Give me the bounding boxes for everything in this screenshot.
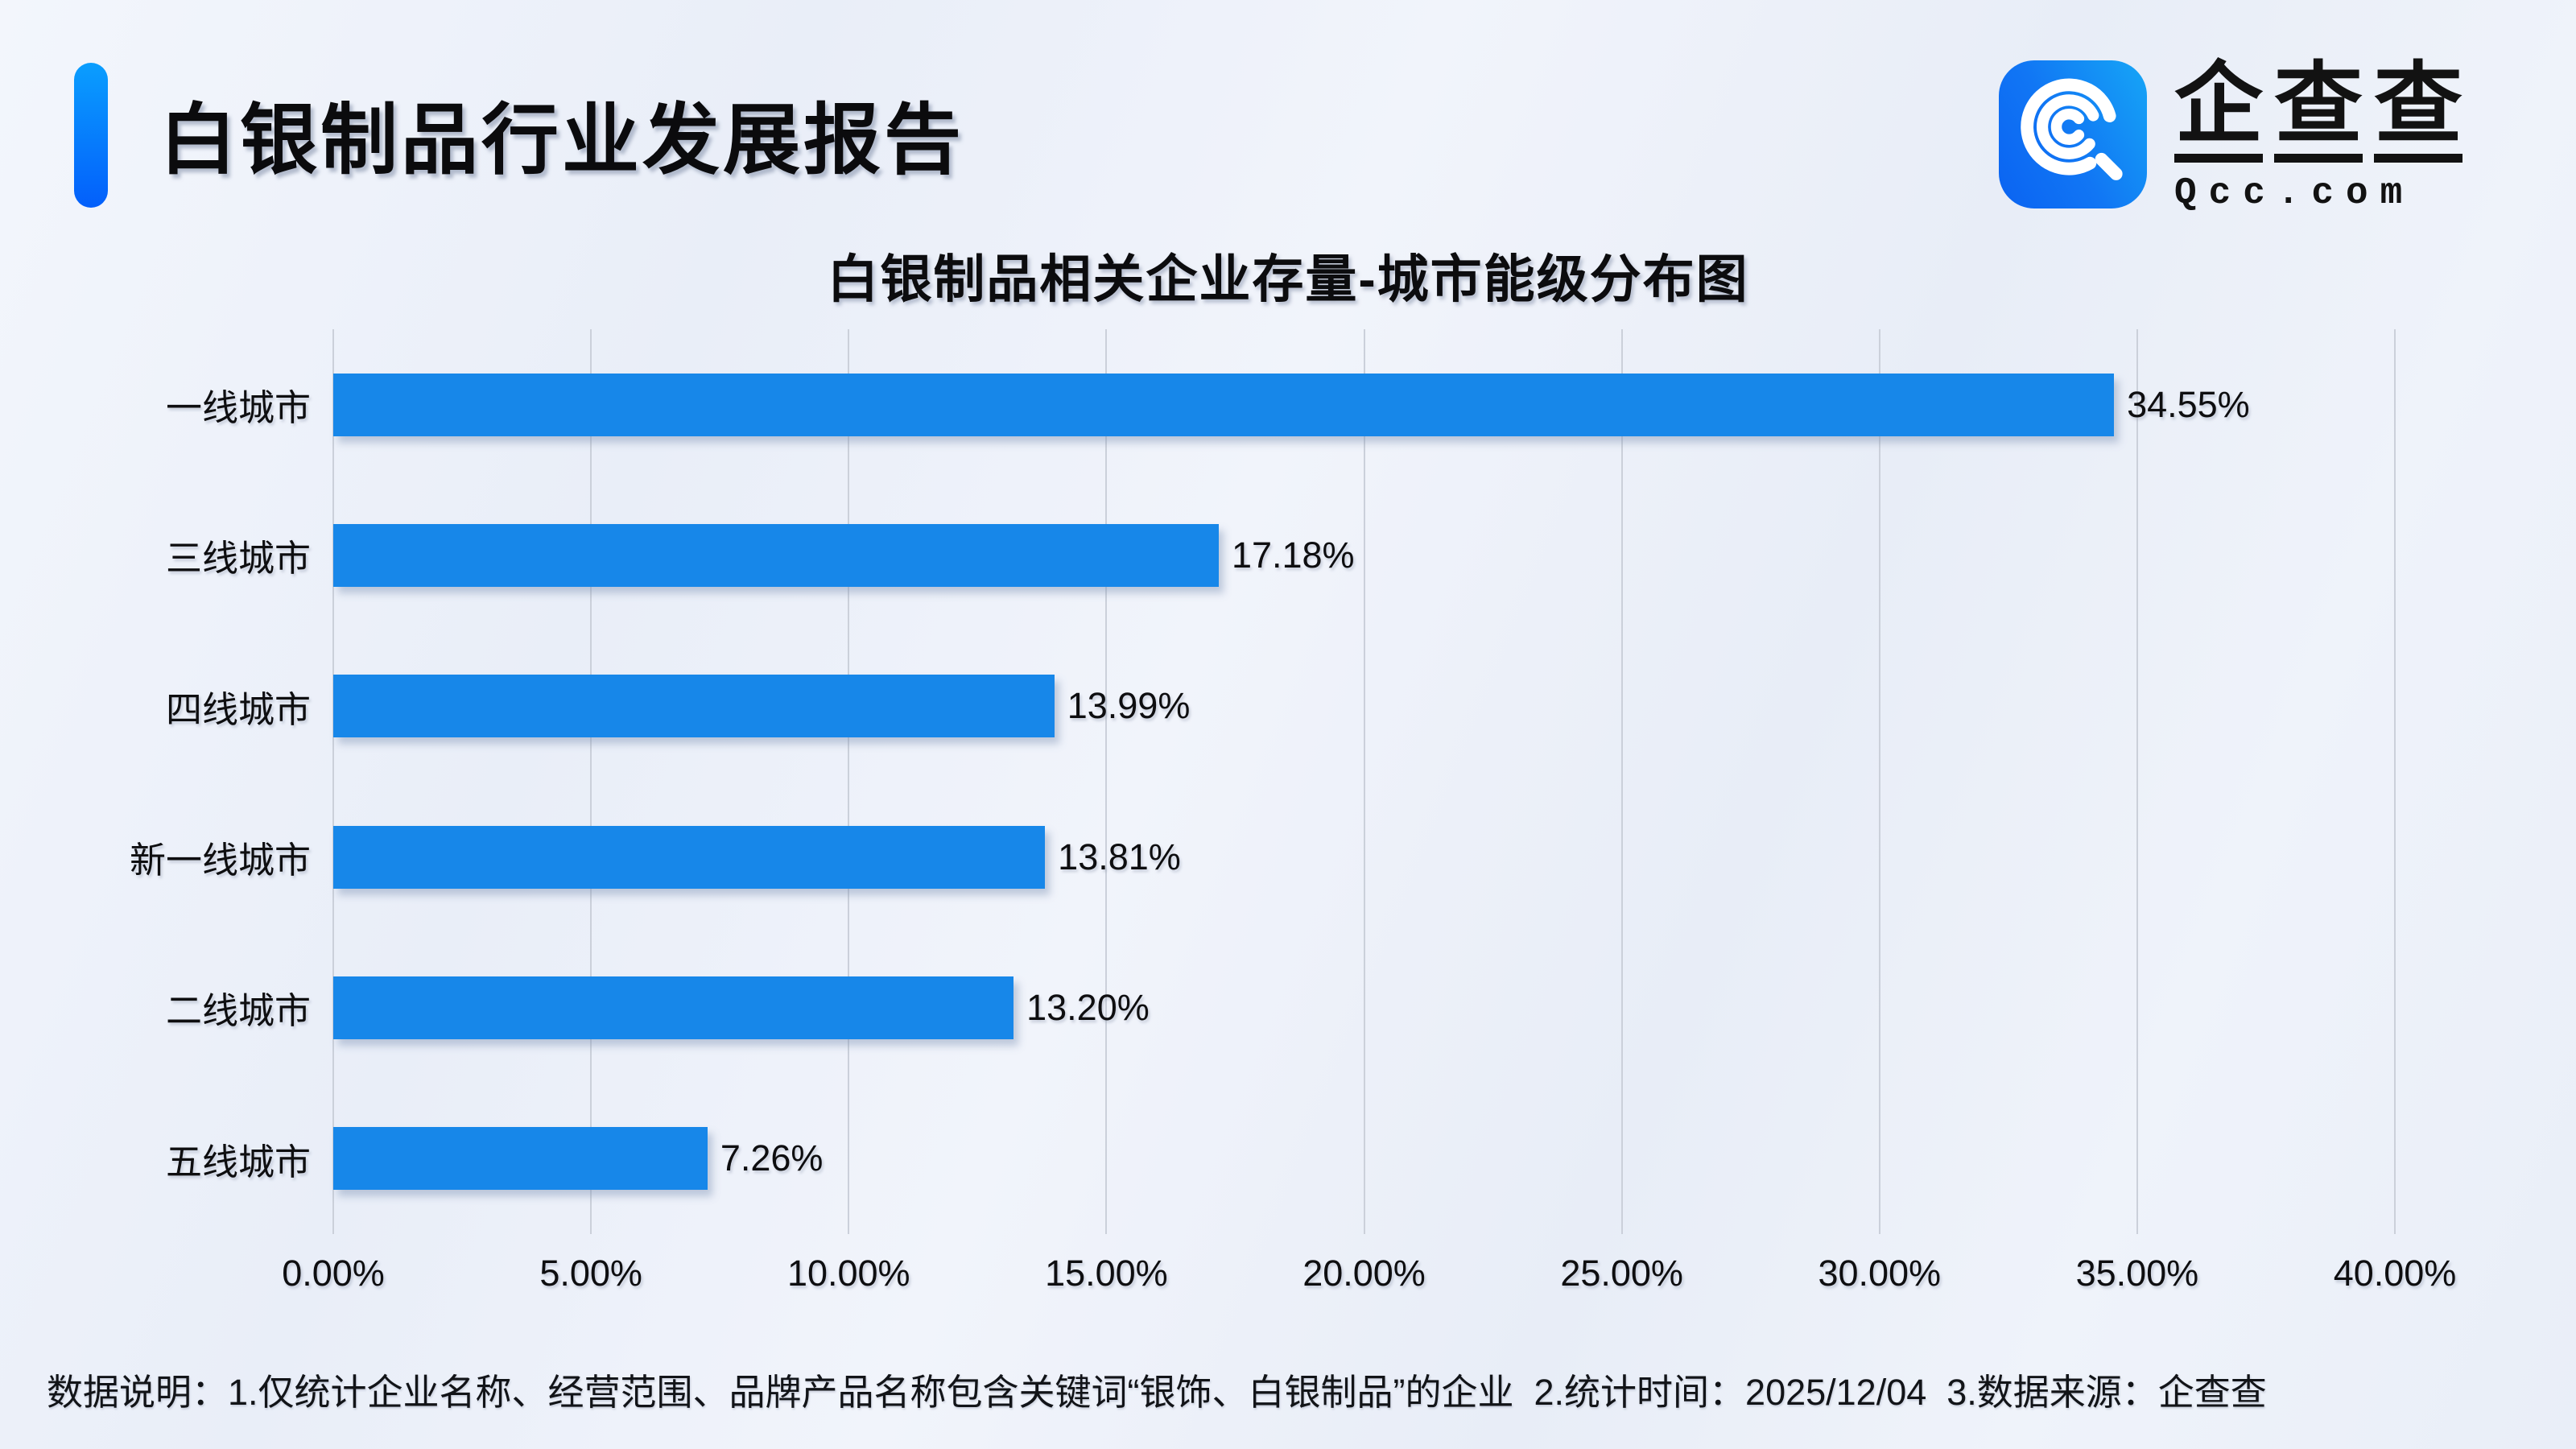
category-label: 三线城市: [165, 538, 311, 580]
bar: [333, 1127, 708, 1191]
category-label: 新一线城市: [129, 840, 311, 881]
chart-title: 白银制品相关企业存量-城市能级分布图: [827, 250, 1749, 308]
category-label: 二线城市: [165, 990, 311, 1032]
bar: [333, 675, 1055, 738]
qcc-brand-name: 企 查 查: [2174, 60, 2462, 163]
x-tick-label: 40.00%: [2333, 1253, 2457, 1294]
bar-value-label: 34.55%: [2127, 383, 2250, 425]
x-tick-label: 5.00%: [539, 1253, 642, 1294]
bar-row: 7.26%: [333, 1084, 2395, 1234]
bar: [333, 373, 2115, 436]
bar: [333, 523, 1219, 587]
bar-value-label: 7.26%: [720, 1137, 824, 1179]
qcc-logo-text: 企 查 查 Qcc.com: [2174, 60, 2462, 214]
gridline: [2136, 329, 2138, 1234]
gridline: [1620, 329, 1623, 1234]
bar: [333, 825, 1046, 889]
x-tick-label: 20.00%: [1302, 1253, 1426, 1294]
gridline: [1363, 329, 1365, 1234]
gridline: [848, 329, 850, 1234]
bar-row: 13.20%: [333, 932, 2395, 1083]
x-tick-label: 35.00%: [2075, 1253, 2199, 1294]
x-tick-label: 15.00%: [1045, 1253, 1168, 1294]
x-tick-label: 10.00%: [786, 1253, 910, 1294]
gridline: [1878, 329, 1880, 1234]
category-label: 四线城市: [165, 688, 311, 730]
category-label: 一线城市: [165, 387, 311, 429]
bar-row: 13.99%: [333, 631, 2395, 782]
page-title: 白银制品行业发展报告: [159, 97, 964, 184]
qcc-domain: Qcc.com: [2174, 172, 2415, 214]
x-tick-label: 30.00%: [1818, 1253, 1942, 1294]
plot-area: 34.55% 17.18% 13.99% 13.81% 13.20% 7.26%: [332, 329, 2396, 1234]
gridline: [332, 329, 334, 1234]
qcc-magnifier-icon: [2009, 71, 2136, 198]
bar: [333, 976, 1014, 1039]
brand-char: 查: [2274, 60, 2363, 163]
y-axis-labels: 一线城市 三线城市 四线城市 新一线城市 二线城市 五线城市: [0, 329, 311, 1234]
bar-rows: 34.55% 17.18% 13.99% 13.81% 13.20% 7.26%: [333, 329, 2395, 1234]
category-label: 五线城市: [165, 1141, 311, 1183]
qcc-logo: 企 查 查 Qcc.com: [1999, 60, 2462, 214]
bar-row: 17.18%: [333, 480, 2395, 630]
bar-row: 34.55%: [333, 329, 2395, 480]
bar-value-label: 13.99%: [1067, 685, 1191, 727]
brand-char: 查: [2374, 60, 2462, 163]
x-axis-labels: 0.00% 5.00% 10.00% 15.00% 20.00% 25.00% …: [282, 1253, 2456, 1304]
bar-value-label: 17.18%: [1231, 534, 1355, 576]
qcc-logo-square: [1999, 60, 2147, 208]
title-accent-bar: [74, 63, 108, 208]
bar-value-label: 13.81%: [1058, 836, 1181, 877]
x-tick-label: 25.00%: [1560, 1253, 1683, 1294]
brand-char: 企: [2174, 60, 2263, 163]
x-tick-label: 0.00%: [282, 1253, 385, 1294]
gridline: [590, 329, 592, 1234]
bar-row: 13.81%: [333, 782, 2395, 932]
gridline: [2394, 329, 2396, 1234]
bar-value-label: 13.20%: [1026, 986, 1150, 1028]
data-note: 数据说明：1.仅统计企业名称、经营范围、品牌产品名称包含关键词“银饰、白银制品”…: [47, 1372, 2267, 1413]
gridline: [1105, 329, 1108, 1234]
